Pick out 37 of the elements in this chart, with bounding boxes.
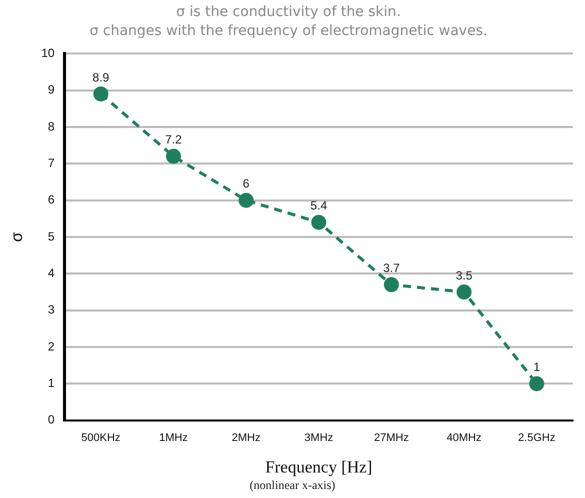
y-tick-label: 1 [48, 376, 55, 390]
point [529, 376, 544, 392]
data-label: 6 [242, 176, 250, 191]
y-tick-label: 4 [48, 266, 55, 280]
point [311, 214, 326, 230]
y-tick-label: 7 [48, 156, 55, 170]
y-tick-label: 6 [48, 192, 55, 207]
y-tick-label: 5 [48, 229, 55, 244]
data-label: 1 [533, 360, 540, 374]
y-tick-label: 0 [48, 412, 55, 427]
y-tick-label: 3 [48, 302, 55, 317]
y-tick-label: 10 [41, 46, 55, 60]
text: (nonlinear x-axis) [248, 478, 336, 493]
y-tick-label: 8 [48, 119, 55, 134]
chart-title: σ is the conductivity of the skin. [176, 4, 401, 20]
point [166, 148, 181, 164]
x-axis-title: Frequency [Hz] [265, 457, 372, 476]
x-tick-label: 500KHz [81, 432, 120, 444]
data-label: 3.7 [383, 260, 400, 275]
point [456, 284, 472, 300]
chart-subtitle: σ changes with the frequency of electromagnetic waves. [90, 22, 488, 39]
data-label: 8.9 [92, 70, 110, 84]
x-tick-label: 2MHz [232, 432, 261, 444]
point [384, 277, 399, 292]
x-tick-label: 40MHz [446, 432, 482, 444]
x-tick-label: 2.5GHz [518, 432, 556, 444]
y-tick-label: 2 [48, 339, 55, 354]
data-label: 5.4 [310, 198, 328, 213]
point [238, 192, 254, 208]
x-tick-label: 27MHz [374, 432, 409, 444]
x-tick-label: 1MHz [159, 432, 188, 444]
data-label: 7.2 [165, 132, 182, 147]
y-axis-title: σ [9, 232, 26, 242]
x-tick-label: 3MHz [304, 432, 334, 444]
point [93, 86, 108, 102]
y-tick-label: 9 [48, 82, 55, 97]
data-label: 3.5 [456, 268, 473, 282]
